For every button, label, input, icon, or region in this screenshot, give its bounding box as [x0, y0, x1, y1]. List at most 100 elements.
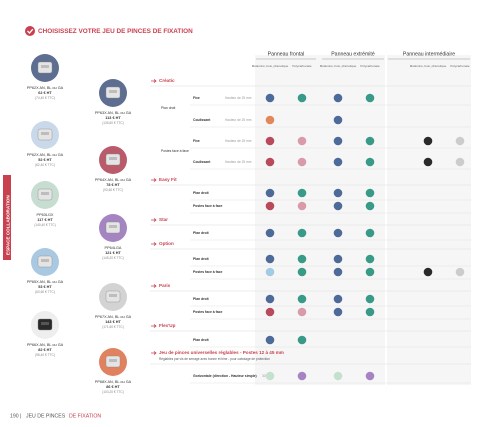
column-shade: [255, 55, 385, 385]
compat-dot: [265, 157, 275, 167]
compat-dot: [333, 157, 343, 167]
compat-dot: [333, 294, 343, 304]
row-label: Fixe: [193, 96, 200, 100]
product-price: 117 € HT: [37, 218, 53, 222]
side-tab: [3, 175, 11, 260]
product-code: PP66X AN, BL ou GA: [27, 343, 64, 347]
compat-dot: [365, 93, 375, 103]
compat-dot: [423, 136, 433, 146]
group-title: Panneau extrémité: [331, 51, 375, 57]
page-title: CHOISISSEZ VOTRE JEU DE PINCES DE FIXATI…: [38, 28, 193, 35]
subheader: Polycarbonate: [292, 64, 312, 68]
compat-dot: [265, 201, 275, 211]
product-image-detail: [41, 132, 49, 135]
side-label: ESPACE COLLABORATION: [6, 195, 11, 255]
product-price-ttc: (62,40 € TTC): [35, 163, 55, 167]
compat-dot: [365, 307, 375, 317]
product-price-ttc: (171,60 € TTC): [102, 325, 124, 329]
product-price-ttc: (145,20 € TTC): [102, 256, 124, 260]
compat-dot: [333, 201, 343, 211]
product-price: 113 € HT: [105, 116, 121, 120]
compat-dot: [297, 136, 307, 146]
check-mark: [27, 28, 34, 34]
product-price: 53 € HT: [38, 285, 52, 289]
row-label: Plan droit: [193, 297, 210, 301]
compat-dot: [365, 267, 375, 277]
product-image-detail: [41, 322, 49, 325]
product-code: PP63LGX: [37, 213, 54, 217]
compat-dot: [297, 307, 307, 317]
row-label: Postes face à face: [193, 310, 223, 314]
product-code: PP62X AN, BL ou GA: [27, 153, 64, 157]
footer-accent: DE FIXATION: [69, 413, 101, 419]
row-note: Hauteur de 25 mm: [225, 118, 252, 122]
compat-dot: [265, 228, 275, 238]
subheader: Polycarbonate: [450, 64, 470, 68]
section-arrow: [151, 79, 157, 83]
compat-dot: [265, 254, 275, 264]
compat-dot: [455, 267, 465, 277]
compat-dot: [365, 254, 375, 264]
row-label: Plan droit: [193, 257, 210, 261]
compat-dot: [297, 157, 307, 167]
row-label: Plan droit: [193, 231, 210, 235]
product-price: 82 € HT: [38, 348, 52, 352]
product-price: 121 € HT: [105, 251, 121, 255]
product-image-detail: [41, 192, 49, 195]
product-code: PP68X AN, BL ou GA: [95, 380, 132, 384]
section-arrow: [151, 351, 157, 355]
section-title: Star: [159, 217, 168, 222]
check-icon: [25, 26, 35, 36]
product-code: PP64LGA: [105, 246, 122, 250]
product-image-detail: [109, 157, 117, 160]
product-price: 86 € HT: [106, 385, 120, 389]
compat-dot: [297, 93, 307, 103]
product-price-ttc: (135,60 € TTC): [102, 121, 124, 125]
product-code: PP64X AN, BL ou GA: [95, 178, 132, 182]
subheader: Mélaminé, bois, phénolique: [410, 64, 447, 68]
subheader: Mélaminé, bois, phénolique: [320, 64, 357, 68]
section-arrow: [151, 284, 157, 288]
row-label: Postes face à face: [193, 204, 223, 208]
section-arrow: [151, 242, 157, 246]
compat-dot: [333, 188, 343, 198]
footer-title: JEU DE PINCES: [26, 413, 66, 419]
compat-dot: [297, 371, 307, 381]
compat-dot: [365, 294, 375, 304]
row-label: Coulissant: [193, 160, 211, 164]
product-price-ttc: (63,60 € TTC): [35, 290, 55, 294]
section-arrow: [151, 218, 157, 222]
section-subtitle: Réglables par vis de serrage avec bonne …: [159, 357, 270, 361]
product-price: 52 € HT: [38, 158, 52, 162]
compat-dot: [455, 136, 465, 146]
section-title: Flex'Up: [159, 323, 176, 328]
compat-dot: [333, 136, 343, 146]
compat-dot: [333, 93, 343, 103]
compat-dot: [265, 267, 275, 277]
compat-dot: [423, 157, 433, 167]
row-label: Plan droit: [193, 191, 210, 195]
subheader: Mélaminé, bois, phénolique: [252, 64, 289, 68]
row-label: Postes face à face: [193, 270, 223, 274]
section-title: Easy Fit: [159, 177, 177, 182]
row-group: Plan droit: [161, 106, 175, 110]
compat-dot: [423, 267, 433, 277]
compat-dot: [365, 157, 375, 167]
section-arrow: [151, 324, 157, 328]
compat-dot: [297, 201, 307, 211]
product-code: PP65X AN, BL ou GA: [27, 280, 64, 284]
row-label: Plan droit: [193, 338, 210, 342]
compat-dot: [365, 201, 375, 211]
compat-dot: [265, 115, 275, 125]
compat-dot: [365, 136, 375, 146]
section-title: Jeu de pinces universelles réglables - P…: [159, 350, 284, 355]
compat-dot: [333, 228, 343, 238]
product-price-ttc: (98,40 € TTC): [35, 353, 55, 357]
product-price-ttc: (93,60 € TTC): [103, 188, 123, 192]
compat-dot: [333, 371, 343, 381]
compat-dot: [297, 188, 307, 198]
compat-dot: [297, 228, 307, 238]
compat-dot: [265, 371, 275, 381]
compat-dot: [297, 267, 307, 277]
compat-dot: [265, 136, 275, 146]
